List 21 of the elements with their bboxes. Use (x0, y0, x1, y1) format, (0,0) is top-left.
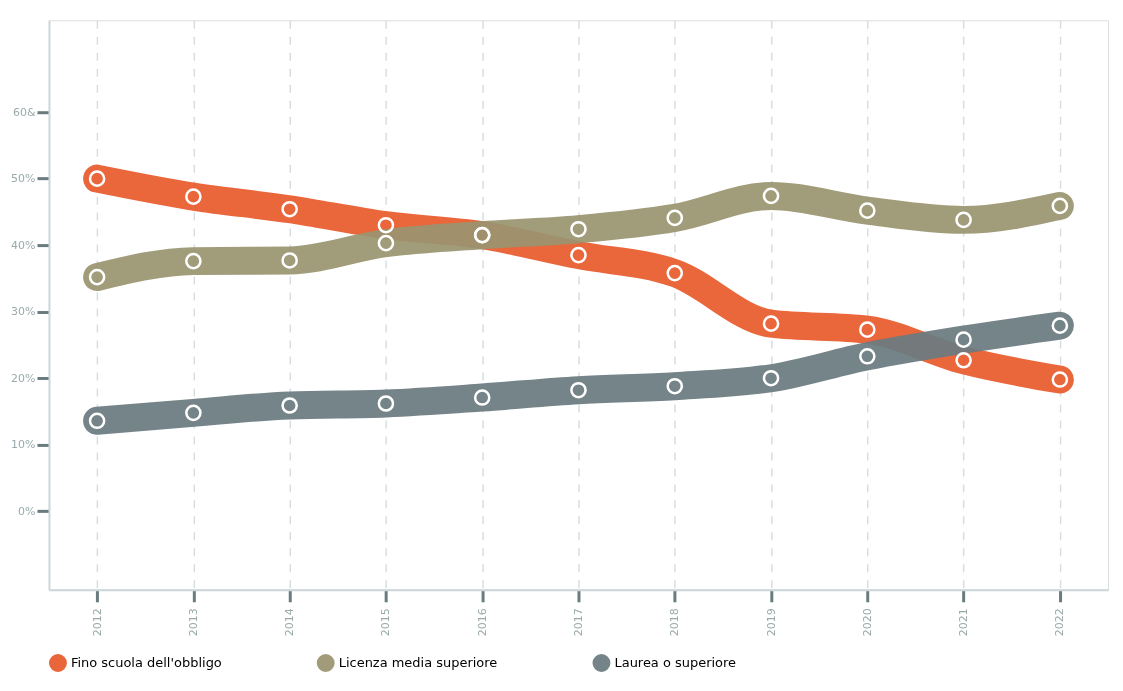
x-tick-label: 2012 (90, 608, 104, 637)
x-tick-label: 2016 (475, 608, 489, 637)
y-tick-label: 40% (11, 238, 36, 252)
x-tick-label: 2020 (860, 608, 874, 637)
legend-label: Licenza media superiore (338, 654, 498, 670)
x-tick-label: 2019 (764, 608, 778, 637)
legend-label: Laurea o superiore (614, 654, 737, 670)
y-tick-label: 20% (11, 371, 36, 385)
y-tick-label: 10% (11, 438, 36, 452)
x-tick-label: 2021 (957, 608, 971, 637)
x-tick-label: 2014 (283, 608, 297, 637)
x-tick-label: 2015 (379, 608, 393, 637)
y-tick-label: 30% (11, 305, 36, 319)
y-tick-label: 60& (12, 105, 36, 119)
x-tick-label: 2018 (668, 608, 682, 637)
y-tick-label: 50% (11, 172, 36, 186)
x-tick-label: 2017 (571, 608, 585, 637)
x-tick-label: 2022 (1053, 608, 1067, 637)
y-tick-label: 0% (18, 504, 36, 518)
x-tick-label: 2013 (186, 608, 200, 637)
legend-label: Fino scuola dell'obbligo (70, 654, 222, 670)
